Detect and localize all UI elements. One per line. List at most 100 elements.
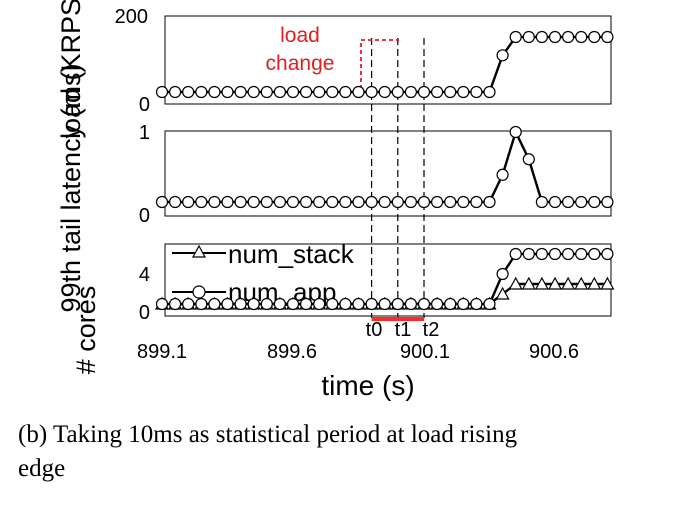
marker-label-t1: t1 <box>395 319 412 341</box>
data-point-circle <box>208 297 221 311</box>
series-line-0-0 <box>162 35 608 94</box>
data-point-circle <box>404 297 417 311</box>
data-point-circle <box>339 85 352 99</box>
data-point-circle <box>339 195 352 209</box>
data-point-circle <box>575 247 588 261</box>
data-point-circle <box>535 30 549 44</box>
data-point-circle <box>457 297 470 311</box>
data-point-circle <box>509 30 522 44</box>
x-tick-label: 899.1 <box>137 341 187 363</box>
data-point-circle <box>234 297 247 311</box>
data-point-circle <box>561 30 575 44</box>
data-point-circle <box>404 195 417 209</box>
data-point-triangle <box>547 276 563 290</box>
y-tick-latency-max: 1 <box>139 122 150 144</box>
data-point-circle <box>444 195 457 209</box>
data-point-circle <box>483 195 496 209</box>
data-point-circle <box>195 195 208 209</box>
data-point-circle <box>326 85 339 99</box>
data-point-circle <box>548 195 562 209</box>
data-point-circle <box>601 30 614 44</box>
data-point-circle <box>391 297 404 311</box>
data-point-triangle <box>521 276 536 290</box>
y-tick-cores-4: 4 <box>139 264 150 286</box>
y-label-cores: # cores <box>71 286 101 375</box>
data-point-circle <box>234 195 247 209</box>
data-point-circle <box>535 195 549 209</box>
caption-line-2: edge <box>18 455 66 482</box>
series-line-1-0 <box>162 128 608 204</box>
data-point-circle <box>352 297 365 311</box>
annotation-bracket <box>357 39 399 93</box>
data-point-circle <box>444 297 457 311</box>
data-point-circle <box>313 85 326 99</box>
data-point-circle <box>417 297 431 311</box>
caption-line-1: (b) Taking 10ms as statistical period at… <box>18 421 518 448</box>
data-point-circle <box>588 195 601 209</box>
data-point-circle <box>365 297 378 311</box>
data-point-circle <box>286 195 300 209</box>
data-point-circle <box>300 85 313 99</box>
data-point-circle <box>221 85 234 99</box>
data-point-circle <box>326 297 339 311</box>
data-point-circle <box>496 49 509 62</box>
data-point-circle <box>247 297 260 311</box>
data-point-circle <box>365 85 378 99</box>
data-point-circle <box>221 297 234 311</box>
data-point-circle <box>352 85 365 99</box>
data-point-circle <box>444 85 457 99</box>
data-point-circle <box>548 30 562 44</box>
data-point-circle <box>169 85 182 99</box>
data-point-circle <box>417 85 431 99</box>
y-tick-load-max: 200 <box>115 6 148 28</box>
data-point-circle <box>431 297 444 311</box>
data-point-circle <box>273 297 286 311</box>
data-point-circle <box>326 195 339 209</box>
data-point-circle <box>169 297 182 311</box>
y-tick-latency-min: 0 <box>139 205 150 227</box>
annotation-label: load <box>280 24 320 47</box>
legend: num_stack num_app <box>172 239 355 307</box>
data-point-circle <box>509 247 522 261</box>
data-point-circle <box>378 297 391 311</box>
data-point-circle <box>470 85 483 99</box>
data-point-circle <box>509 125 522 139</box>
data-point-circle <box>601 247 614 261</box>
data-point-circle <box>208 195 221 209</box>
data-point-circle <box>273 85 286 99</box>
data-point-circle <box>391 85 404 99</box>
y-label-load: load (KRPS) <box>56 0 86 139</box>
marker-label-t2: t2 <box>423 319 440 341</box>
data-point-circle <box>260 297 273 311</box>
data-point-circle <box>522 30 535 44</box>
data-point-circle <box>352 195 365 209</box>
data-point-circle <box>300 297 313 311</box>
data-point-triangle <box>495 286 510 300</box>
panel-frame-cores <box>164 243 612 317</box>
data-point-circle <box>391 195 404 209</box>
data-point-circle <box>548 247 562 261</box>
data-point-circle <box>470 297 483 311</box>
data-point-circle <box>561 247 575 261</box>
data-point-circle <box>286 85 300 99</box>
data-point-circle <box>378 195 391 209</box>
panel-frame-latency <box>164 130 612 217</box>
data-point-circle <box>378 85 391 99</box>
data-point-circle <box>182 85 195 99</box>
x-tick-label: 900.6 <box>529 341 579 363</box>
figure-caption: (b) Taking 10ms as statistical period at… <box>18 418 678 486</box>
data-point-circle <box>208 85 221 99</box>
data-point-circle <box>588 30 601 44</box>
data-point-circle <box>457 195 470 209</box>
data-point-circle <box>522 247 535 261</box>
circle-marker-icon <box>192 285 206 299</box>
data-point-circle <box>300 195 313 209</box>
data-point-circle <box>155 85 169 99</box>
data-point-triangle <box>587 276 602 290</box>
data-point-circle <box>169 195 182 209</box>
data-point-circle <box>234 85 247 99</box>
data-point-circle <box>404 85 417 99</box>
data-point-circle <box>601 195 614 209</box>
data-point-circle <box>155 195 169 209</box>
data-point-circle <box>496 267 509 281</box>
